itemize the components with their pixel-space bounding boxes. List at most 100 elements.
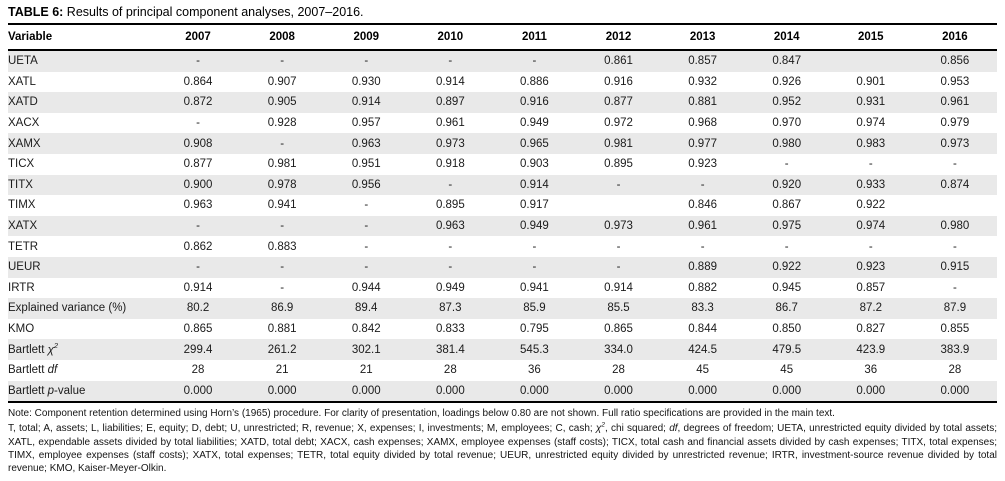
table-cell: 0.953 (940, 75, 970, 88)
row-label-part: -value (54, 384, 86, 397)
table-cell: 0.974 (856, 220, 886, 233)
table-cell: - (616, 178, 621, 191)
table-row: Explained variance (%) 80.2 86.9 89.4 87.3 85… (8, 298, 997, 319)
table-cell: - (700, 178, 705, 191)
table-cell: 0.931 (856, 96, 886, 109)
table-cell: 0.000 (183, 384, 213, 397)
note-segment: , chi squared; (605, 423, 670, 435)
table-cell: 0.920 (772, 178, 802, 191)
table-cell: 0.847 (772, 55, 802, 68)
row-label-part: Bartlett (8, 364, 48, 377)
table-cell: - (448, 261, 453, 274)
table-cell: 0.895 (435, 199, 465, 212)
table-cell: 424.5 (688, 343, 717, 356)
table-cell: 0.900 (183, 178, 213, 191)
table-cell: 0.000 (604, 384, 633, 397)
table-cell: 0.908 (183, 137, 213, 150)
table-row: XATX - - - 0.963 0.949 0.973 0.961 0.975 0.974 0.9… (8, 215, 997, 237)
table-cell: 0.872 (183, 96, 213, 109)
table-cell: 0.842 (351, 323, 381, 336)
table-cell: 0.973 (435, 137, 465, 150)
table-cell: 87.9 (943, 302, 967, 315)
table-row: Bartlett p-value 0.000 0.000 0.000 0.000 0.00… (8, 380, 997, 403)
table-cell: 0.979 (940, 117, 970, 130)
table-cell: 0.963 (183, 199, 213, 212)
table-cell: - (364, 240, 369, 253)
table-cell: - (532, 261, 537, 274)
table-cell: 0.000 (772, 384, 802, 397)
table-row: XATL 0.864 0.907 0.930 0.914 0.886 0.916 0.932 0… (8, 72, 997, 93)
col-header-year: 2007 (156, 25, 241, 51)
col-header-year: 2008 (240, 25, 325, 51)
table-row: TETR 0.862 0.883 - - - - - - - - (8, 236, 997, 257)
table-cell: 0.916 (520, 96, 549, 109)
table-row: Bartlett χ2 299.4 261.2 302.1 381.4 545.3 334.… (8, 339, 997, 360)
table-cell: 0.914 (435, 75, 465, 88)
table-cell: 423.9 (856, 343, 886, 356)
table-cell: 0.827 (856, 323, 886, 336)
row-label: Bartlett p-value (8, 381, 156, 403)
table-cell: - (700, 240, 705, 253)
table-row: UEUR - - - - - - 0.889 0.922 0.923 0.915 (8, 256, 997, 278)
table-cell: 479.5 (772, 343, 802, 356)
table-cell: 0.926 (772, 75, 802, 88)
row-label: Explained variance (%) (8, 302, 127, 315)
table-cell: 0.965 (520, 137, 549, 150)
table-cell: 21 (275, 364, 289, 377)
table-cell: 0.949 (520, 117, 549, 130)
row-label: XACX (8, 117, 40, 130)
table-caption-number: TABLE 6: (8, 5, 64, 19)
note-segment: , degrees of freedom; UETA, unrestricted… (8, 423, 997, 475)
col-header-year: 2009 (324, 25, 409, 51)
table-cell: 0.865 (604, 323, 633, 336)
table-cell: 28 (443, 364, 457, 377)
table-cell: 0.983 (856, 137, 886, 150)
table-header: Variable 2007 2008 2009 2010 2011 2012 2013 201… (8, 25, 997, 51)
table-cell: 36 (528, 364, 541, 377)
table-cell: - (953, 158, 957, 171)
col-header-variable: Variable (8, 25, 156, 51)
table-cell: 0.978 (267, 178, 297, 191)
table-cell: 0.914 (351, 96, 381, 109)
table-cell: 0.895 (604, 158, 633, 171)
table-cell: - (868, 158, 873, 171)
table-cell: - (616, 240, 621, 253)
table-cell: - (448, 240, 453, 253)
table-cell: 28 (191, 364, 205, 377)
table-cell: 0.951 (351, 158, 381, 171)
table-cell: 0.968 (688, 117, 717, 130)
row-label: XATX (8, 220, 38, 233)
table-cell: 0.000 (351, 384, 381, 397)
table-cell: 0.882 (688, 281, 717, 294)
table-cell: 0.914 (604, 281, 633, 294)
abbreviation-note: T, total; A, assets; L, liabilities; E, … (8, 422, 997, 476)
table-cell: 0.961 (435, 117, 465, 130)
row-label: UETA (8, 55, 38, 68)
row-label: IRTR (8, 281, 35, 294)
table-cell: 0.865 (183, 323, 213, 336)
table-cell: 0.961 (688, 220, 717, 233)
table-cell: 0.980 (772, 137, 802, 150)
table-cell: 0.850 (772, 323, 802, 336)
table-row: TIMX 0.963 0.941 - 0.895 0.917 0.846 0.867 0.922 (8, 195, 997, 216)
table-cell: 0.874 (940, 178, 970, 191)
table-cell: - (448, 178, 453, 191)
table-cell: 0.956 (351, 178, 381, 191)
table-cell: 0.981 (604, 137, 633, 150)
table-cell (576, 195, 660, 216)
table-cell: 87.3 (439, 302, 462, 315)
table-cell: 381.4 (435, 343, 465, 356)
table-cell: 0.867 (772, 199, 802, 212)
table-cell: 87.2 (859, 302, 882, 315)
note-segment: df (669, 423, 678, 435)
table-caption: TABLE 6: Results of principal component … (8, 3, 997, 25)
table-row: IRTR 0.914 - 0.944 0.949 0.941 0.914 0.882 0.945… (8, 278, 997, 299)
table-cell: 0.923 (688, 158, 717, 171)
table-cell: 45 (696, 364, 709, 377)
table-cell: 0.941 (520, 281, 549, 294)
table-cell: - (280, 55, 285, 68)
row-label: UEUR (8, 261, 41, 274)
table-cell: 83.3 (691, 302, 714, 315)
table-cell: 0.886 (520, 75, 549, 88)
table-row: XATD 0.872 0.905 0.914 0.897 0.916 0.877 0.881 0… (8, 92, 997, 113)
